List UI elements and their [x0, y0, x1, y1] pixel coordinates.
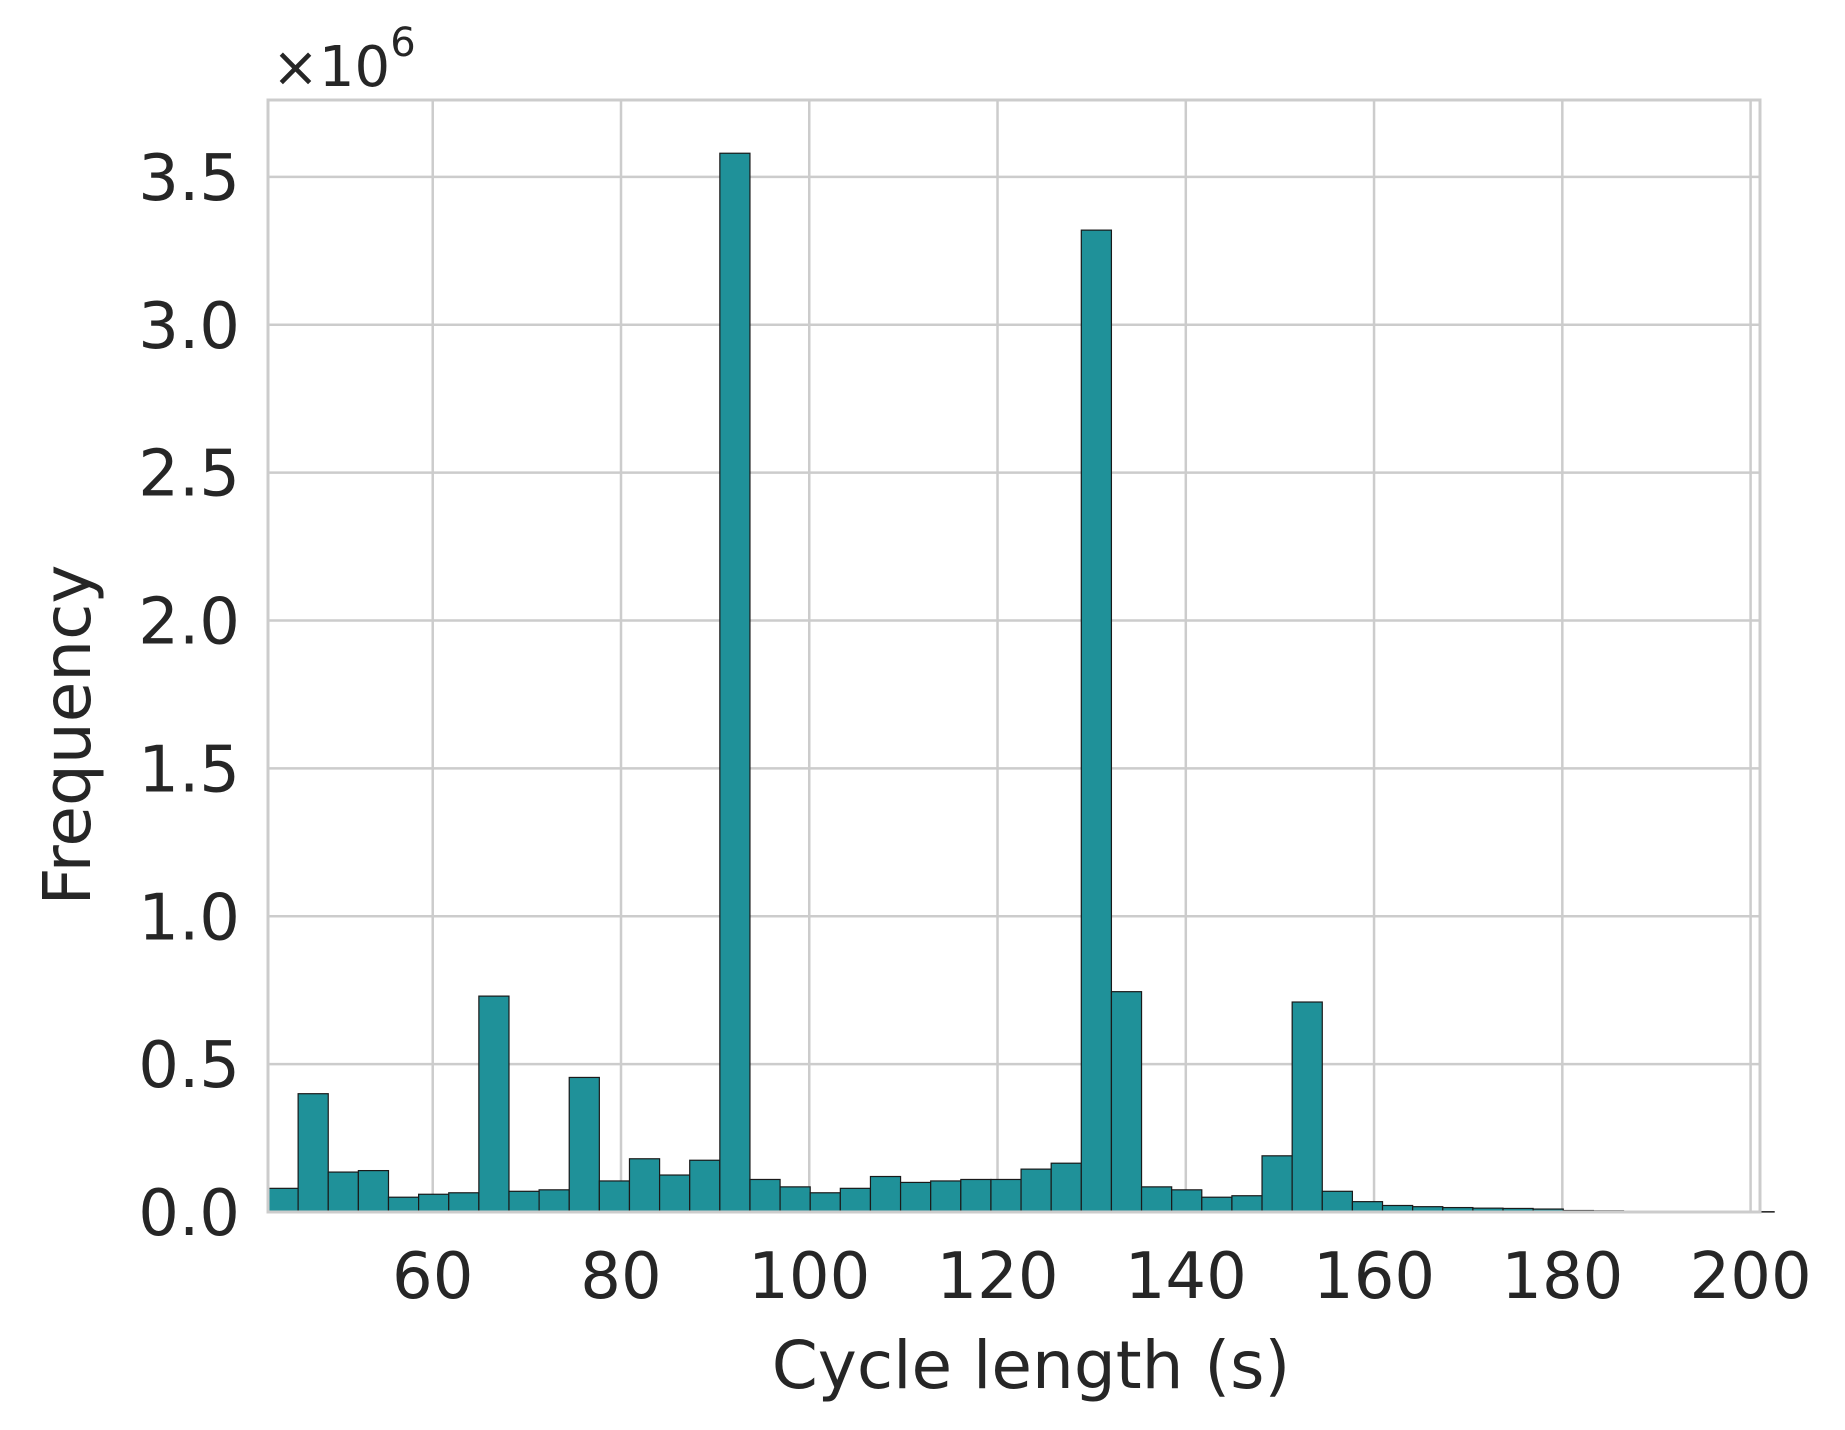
x-tick-label: 100 [748, 1240, 870, 1314]
y-tick-label: 1.5 [138, 733, 240, 807]
histogram-bar [1080, 229, 1113, 1213]
histogram-bar [327, 1171, 359, 1213]
histogram-bar [1201, 1196, 1233, 1213]
histogram-bar [960, 1178, 992, 1213]
histogram-bar [930, 1180, 962, 1213]
histogram-bar [1261, 1155, 1293, 1213]
x-tick-label: 80 [580, 1240, 661, 1314]
histogram-bar [1020, 1168, 1052, 1213]
histogram-bar [839, 1187, 872, 1213]
histogram-bar [1140, 1186, 1173, 1213]
histogram-bar [448, 1192, 480, 1213]
y-tick-label: 0.5 [138, 1029, 240, 1103]
histogram-bar [779, 1186, 811, 1213]
histogram-bar [1050, 1162, 1082, 1213]
x-tick-label: 160 [1313, 1240, 1435, 1314]
histogram-bar [689, 1159, 721, 1213]
y-tick-label: 3.0 [138, 290, 240, 364]
y-tick-label: 0.0 [138, 1177, 240, 1251]
histogram-bar [1171, 1189, 1203, 1213]
histogram-bar [1351, 1201, 1384, 1213]
y-tick-labels: 0.0 0.5 1.0 1.5 2.0 2.5 3.0 3.5 [138, 142, 240, 1251]
histogram-bar [418, 1193, 450, 1213]
grid-lines [268, 100, 1760, 1214]
x-axis-label: Cycle length (s) [772, 1327, 1291, 1404]
histogram-bar [1321, 1190, 1354, 1213]
y-tick-label: 2.5 [138, 438, 240, 512]
y-tick-label: 3.5 [138, 142, 240, 216]
histogram-bar [749, 1178, 781, 1213]
y-scale-multiplier: ×106 [272, 20, 416, 100]
y-tick-label: 2.0 [138, 586, 240, 660]
x-tick-label: 120 [936, 1240, 1058, 1314]
histogram-bar [478, 995, 510, 1213]
histogram-bar [538, 1189, 570, 1213]
histogram-bar [297, 1093, 329, 1213]
histogram-bar [508, 1190, 540, 1213]
histogram-bar [628, 1158, 661, 1213]
histogram-bars [267, 152, 1775, 1213]
histogram-bar [387, 1196, 420, 1213]
histogram-bar [719, 152, 751, 1213]
histogram-bar [809, 1192, 841, 1213]
x-tick-label: 180 [1501, 1240, 1623, 1314]
histogram-bar [598, 1180, 631, 1213]
y-axis-label: Frequency [29, 565, 106, 906]
y-tick-label: 1.0 [138, 881, 240, 955]
histogram-bar [357, 1169, 390, 1213]
histogram-bar [869, 1175, 902, 1213]
x-tick-label: 140 [1125, 1240, 1247, 1314]
histogram-bar [1231, 1195, 1263, 1213]
histogram-bar [990, 1178, 1022, 1213]
x-tick-labels: 60 80 100 120 140 160 180 200 [392, 1240, 1812, 1314]
histogram-bar [899, 1181, 932, 1213]
x-tick-label: 200 [1690, 1240, 1812, 1314]
histogram-bar [267, 1187, 299, 1213]
x-tick-label: 60 [392, 1240, 473, 1314]
histogram-bar [658, 1174, 691, 1213]
histogram-bar [1291, 1001, 1323, 1213]
histogram-bar [568, 1076, 600, 1213]
plot-frame [266, 98, 1762, 1214]
histogram-bar [1110, 991, 1143, 1213]
